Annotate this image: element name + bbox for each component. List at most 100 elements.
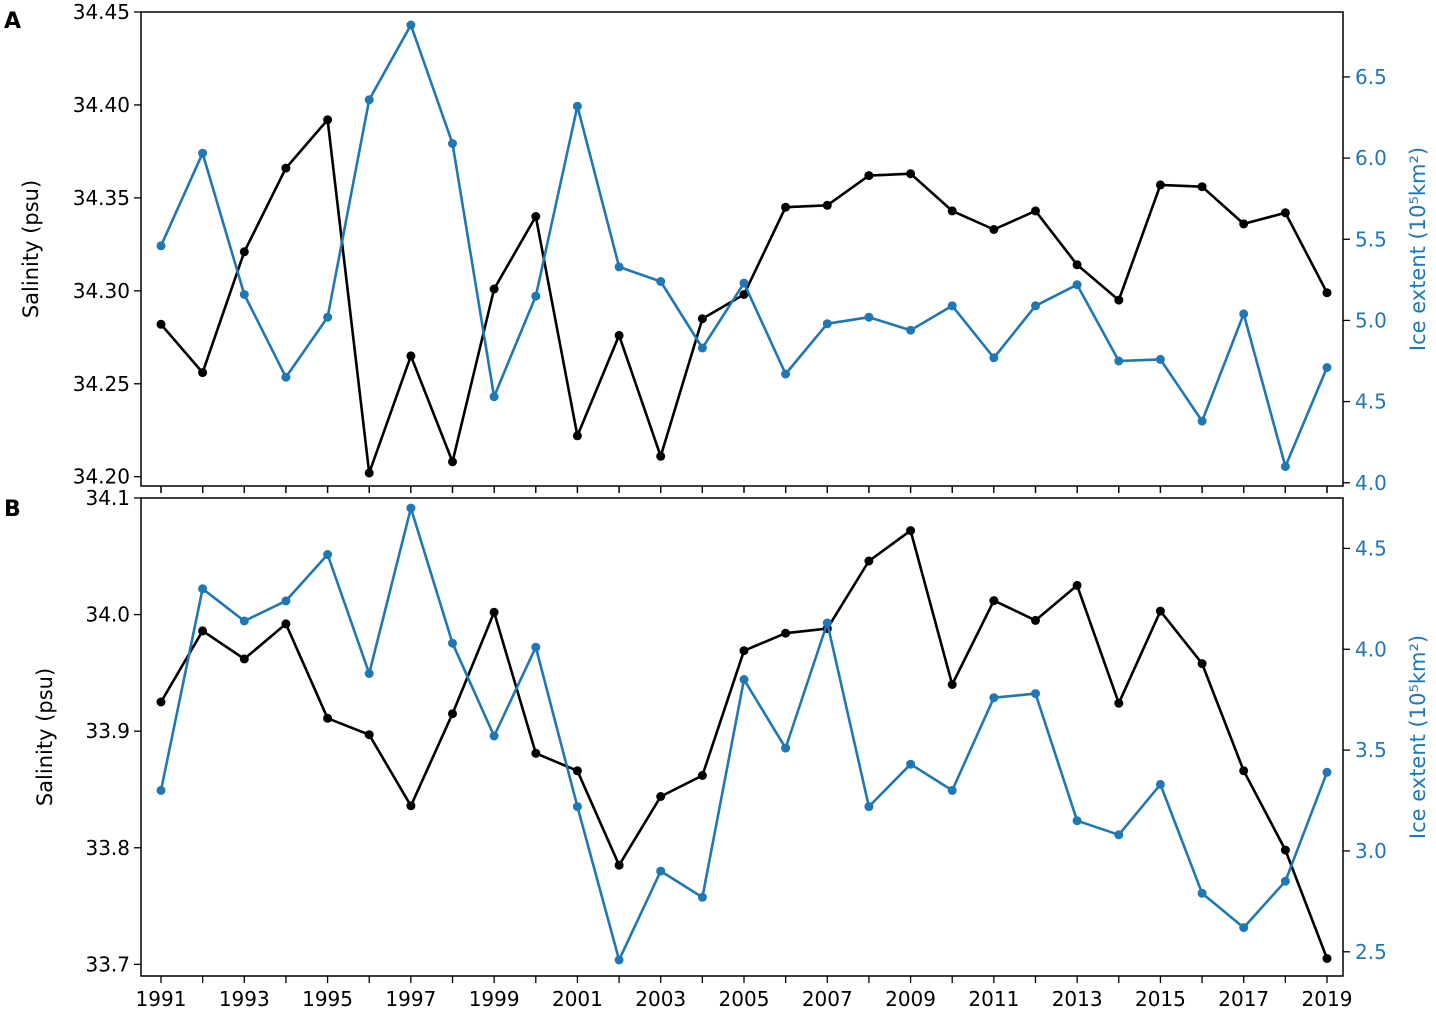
ice-extent-point bbox=[1280, 876, 1290, 886]
ice-extent-point bbox=[614, 955, 624, 965]
salinity-point bbox=[448, 457, 457, 467]
salinity-point bbox=[1031, 206, 1040, 216]
ice-extent-point bbox=[656, 866, 666, 876]
salinity-point bbox=[739, 290, 749, 299]
salinity-point bbox=[281, 619, 291, 629]
salinity-point bbox=[323, 115, 333, 125]
salinity-point bbox=[1114, 295, 1124, 305]
salinity-point bbox=[239, 247, 249, 257]
ice-extent-point bbox=[906, 325, 916, 335]
salinity-point bbox=[364, 730, 374, 740]
ice-extent-point bbox=[572, 101, 582, 111]
salinity-point bbox=[906, 169, 916, 179]
x-tick-label: 2009 bbox=[885, 987, 936, 1010]
y-right-tick-label: 6.0 bbox=[1355, 146, 1387, 170]
ice-extent-point bbox=[489, 392, 499, 402]
panel-label: B bbox=[4, 497, 21, 522]
salinity-point bbox=[156, 319, 166, 329]
y-right-tick-label: 2.5 bbox=[1355, 940, 1387, 964]
salinity-point bbox=[1072, 580, 1082, 590]
ice-extent-point bbox=[864, 802, 874, 812]
salinity-point bbox=[614, 860, 624, 870]
salinity-point bbox=[531, 748, 541, 758]
ice-extent-point bbox=[1197, 416, 1207, 426]
ice-extent-point bbox=[156, 241, 166, 251]
salinity-point bbox=[864, 171, 874, 181]
salinity-point bbox=[1197, 182, 1207, 192]
y-left-tick-label: 33.7 bbox=[85, 952, 130, 976]
x-tick-label: 1991 bbox=[136, 987, 187, 1010]
x-tick-label: 2003 bbox=[635, 987, 686, 1010]
y-left-tick-label: 34.0 bbox=[85, 603, 130, 627]
salinity-point bbox=[1280, 845, 1290, 855]
y-left-tick-label: 34.30 bbox=[73, 279, 130, 303]
salinity-point bbox=[1322, 954, 1332, 963]
x-tick-label: 2001 bbox=[552, 987, 603, 1010]
x-tick-label: 1999 bbox=[469, 987, 520, 1010]
ice-extent-point bbox=[448, 638, 457, 648]
salinity-point bbox=[1155, 606, 1165, 616]
y-left-tick-label: 34.20 bbox=[73, 465, 130, 489]
ice-extent-point bbox=[531, 642, 541, 652]
ice-extent-point bbox=[1239, 923, 1249, 933]
y-left-tick-label: 34.35 bbox=[73, 186, 130, 210]
ice-extent-point bbox=[781, 743, 791, 753]
plot-frame bbox=[140, 11, 1344, 487]
ice-extent-point bbox=[1322, 363, 1332, 372]
ice-extent-point bbox=[239, 616, 249, 626]
ice-extent-point bbox=[406, 20, 416, 30]
panel-b: B 1991 1993 1995 1997 1999 2001 2003 2005 2007 200… bbox=[4, 486, 1430, 1010]
x-tick-label: 2017 bbox=[1218, 987, 1269, 1010]
x-tick-label: 1997 bbox=[385, 987, 436, 1010]
salinity-point bbox=[906, 526, 916, 536]
ice-extent-point bbox=[656, 277, 666, 286]
ice-extent-point bbox=[281, 372, 291, 382]
salinity-point bbox=[448, 709, 457, 719]
salinity-point bbox=[1239, 219, 1249, 229]
x-tick-label: 2015 bbox=[1135, 987, 1186, 1010]
ice-extent-point bbox=[739, 278, 749, 288]
salinity-point bbox=[572, 431, 582, 441]
ice-extent-point bbox=[1072, 816, 1082, 826]
ice-extent-point bbox=[1197, 888, 1207, 898]
salinity-point bbox=[781, 202, 791, 212]
salinity-point bbox=[198, 368, 208, 378]
salinity-point bbox=[864, 556, 874, 566]
salinity-point bbox=[781, 628, 791, 638]
salinity-point bbox=[1322, 288, 1332, 298]
y-left-axis-label: Salinity (psu) bbox=[33, 668, 57, 806]
ice-extent-point bbox=[323, 312, 333, 322]
salinity-point bbox=[989, 596, 999, 606]
salinity-point bbox=[1114, 698, 1124, 708]
y-left-tick-label: 34.1 bbox=[85, 486, 130, 510]
ice-extent-point bbox=[323, 550, 333, 559]
ice-extent-point bbox=[198, 584, 208, 594]
ice-extent-point bbox=[989, 693, 999, 703]
ice-extent-point bbox=[697, 892, 707, 902]
salinity-point bbox=[947, 206, 957, 216]
ice-extent-point bbox=[572, 802, 582, 812]
salinity-point bbox=[572, 766, 582, 776]
y-left-tick-label: 33.9 bbox=[85, 719, 130, 743]
salinity-point bbox=[947, 680, 957, 689]
y-right-tick-label: 4.0 bbox=[1355, 637, 1387, 661]
ice-extent-point bbox=[489, 731, 499, 741]
ice-extent-point bbox=[448, 139, 457, 148]
x-tick-label: 1993 bbox=[219, 987, 270, 1010]
ice-extent-point bbox=[1114, 356, 1124, 366]
salinity-point bbox=[1280, 208, 1290, 218]
salinity-point bbox=[1197, 659, 1207, 669]
ice-extent-point bbox=[822, 618, 832, 628]
x-tick-label: 2013 bbox=[1052, 987, 1103, 1010]
salinity-point bbox=[406, 801, 416, 811]
salinity-point bbox=[1072, 260, 1082, 270]
y-left-tick-label: 33.8 bbox=[85, 836, 130, 860]
ice-extent-point bbox=[239, 290, 249, 299]
salinity-point bbox=[531, 212, 541, 221]
y-right-axis-label: Ice extent (10⁵km²) bbox=[1406, 635, 1430, 839]
ice-extent-point bbox=[281, 596, 291, 606]
x-tick-label: 2011 bbox=[968, 987, 1019, 1010]
y-right-tick-label: 3.5 bbox=[1355, 738, 1387, 762]
plot-frame bbox=[140, 497, 1344, 977]
salinity-point bbox=[239, 654, 249, 664]
